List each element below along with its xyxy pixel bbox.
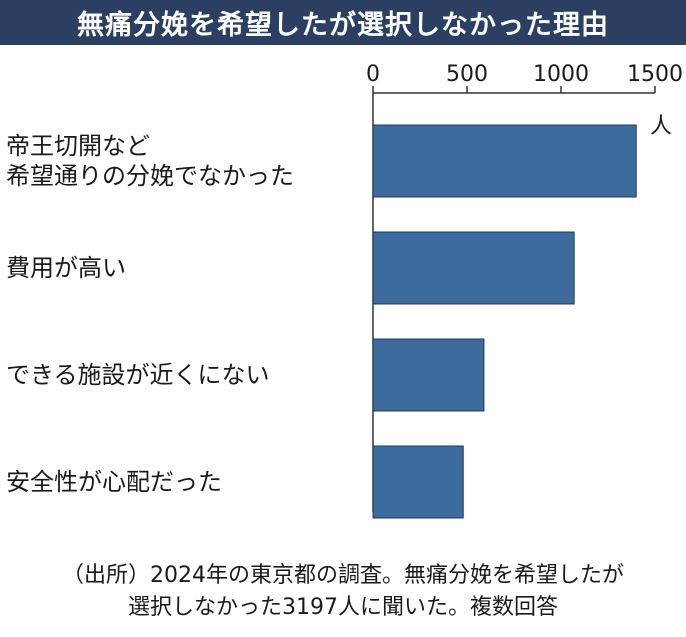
x-tick-label: 1500 (627, 62, 683, 87)
x-tick-label: 0 (366, 62, 380, 87)
bars (372, 124, 637, 519)
category-label: できる施設が近くにない (6, 361, 270, 389)
x-tick-label: 500 (446, 62, 488, 87)
footer-source-line-1: （出所）2024年の東京都の調査。無痛分娩を希望したが (62, 563, 624, 588)
bar (372, 124, 637, 198)
x-axis-ticks: 0 500 1000 1500 (366, 62, 683, 93)
bar (372, 231, 575, 305)
bar (372, 338, 485, 412)
footer-source-line-2: 選択しなかった3197人に聞いた。複数回答 (128, 595, 558, 620)
category-label: 帝王切開など 希望通りの分娩でなかった (6, 132, 294, 190)
x-tick-label: 1000 (533, 62, 589, 87)
bar-chart: 0 500 1000 1500 人 (366, 62, 683, 519)
chart-title: 無痛分娩を希望したが選択しなかった理由 (0, 0, 686, 45)
category-label: 費用が高い (6, 254, 126, 282)
category-label: 安全性が心配だった (6, 468, 222, 496)
x-axis-unit-label: 人 (650, 114, 672, 139)
bar (372, 445, 464, 519)
